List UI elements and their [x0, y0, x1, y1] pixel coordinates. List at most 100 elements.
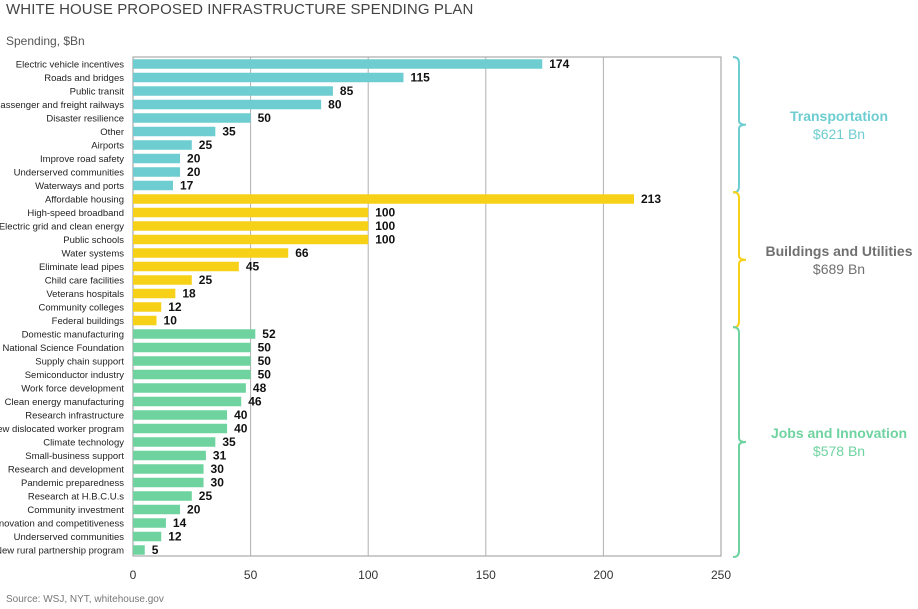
value-label: 174: [549, 57, 569, 71]
category-label: Underserved communities: [14, 167, 125, 178]
value-label: 17: [180, 179, 194, 193]
value-label: 115: [410, 71, 430, 85]
bar: [133, 518, 166, 528]
category-label: Affordable housing: [45, 194, 124, 205]
value-label: 20: [187, 503, 201, 517]
value-label: 40: [234, 408, 248, 422]
value-label: 50: [258, 368, 272, 382]
bar: [133, 167, 181, 177]
bar: [133, 410, 228, 420]
bar: [133, 491, 192, 501]
group-name: Transportation: [790, 108, 888, 124]
value-label: 50: [258, 354, 272, 368]
value-label: 12: [168, 300, 182, 314]
bar: [133, 396, 242, 407]
x-tick-label: 50: [244, 568, 258, 582]
bar: [133, 153, 181, 164]
value-label: 25: [199, 489, 213, 503]
group-bracket: [732, 326, 747, 558]
bar: [133, 275, 192, 285]
value-label: 48: [253, 381, 267, 395]
group-bracket: [732, 191, 747, 329]
category-label: Supply chain support: [35, 356, 124, 367]
value-label: 85: [340, 84, 354, 98]
group-total: $621 Bn: [813, 126, 865, 142]
bar: [133, 315, 157, 326]
category-label: Waterways and ports: [35, 181, 124, 192]
category-label: Improve road safety: [40, 154, 124, 165]
category-label: Research and development: [8, 464, 125, 475]
value-label: 80: [328, 98, 342, 112]
value-label: 66: [295, 246, 309, 260]
value-label: 25: [199, 273, 213, 287]
category-label: Veterans hospitals: [46, 289, 124, 300]
category-label: Domestic manufacturing: [22, 329, 124, 340]
bar: [133, 504, 181, 515]
value-label: 18: [182, 287, 196, 301]
value-label: 52: [262, 327, 276, 341]
value-label: 50: [258, 341, 272, 355]
category-label: Community investment: [27, 505, 124, 516]
category-label: Work force development: [21, 383, 124, 394]
value-label: 20: [187, 152, 201, 166]
value-label: 100: [375, 219, 395, 233]
category-label: Airports: [91, 140, 124, 151]
group-total: $578 Bn: [813, 443, 865, 459]
bar: [133, 545, 145, 555]
category-label: Water systems: [62, 248, 125, 259]
bar: [133, 72, 404, 83]
group-name: Jobs and Innovation: [771, 425, 907, 441]
category-label: High-speed broadband: [27, 208, 124, 219]
bar: [133, 342, 251, 353]
value-label: 100: [375, 233, 395, 247]
bar: [133, 369, 251, 380]
category-label: Disaster resilience: [46, 113, 124, 124]
group-name: Buildings and Utilities: [765, 243, 912, 259]
value-label: 25: [199, 138, 213, 152]
value-label: 10: [164, 314, 178, 328]
category-label: Pandemic preparedness: [21, 478, 124, 489]
chart-title: WHITE HOUSE PROPOSED INFRASTRUCTURE SPEN…: [6, 1, 474, 18]
category-label: Other: [100, 127, 124, 138]
category-label: Child care facilities: [45, 275, 124, 286]
value-label: 5: [152, 543, 159, 557]
bar: [133, 383, 246, 393]
value-label: 35: [222, 435, 236, 449]
category-label: Semiconductor industry: [25, 370, 125, 381]
value-label: 50: [258, 111, 272, 125]
group-bracket: [732, 56, 747, 194]
bar: [133, 464, 204, 474]
bar: [133, 207, 369, 218]
bar: [133, 86, 333, 96]
category-label: Federal buildings: [52, 316, 125, 327]
bar: [133, 329, 256, 339]
x-tick-label: 250: [711, 568, 731, 582]
bar: [133, 248, 289, 258]
category-label: Public transit: [70, 86, 125, 97]
value-label: 20: [187, 165, 201, 179]
value-label: 31: [213, 449, 227, 463]
bar: [133, 113, 251, 123]
bar: [133, 99, 322, 110]
value-label: 12: [168, 530, 182, 544]
bar: [133, 356, 251, 366]
value-label: 213: [641, 192, 661, 206]
value-label: 35: [222, 125, 236, 139]
value-label: 100: [375, 206, 395, 220]
bar: [133, 234, 369, 245]
bar: [133, 59, 543, 69]
value-label: 40: [234, 422, 248, 436]
bar: [133, 450, 206, 461]
category-label: Eliminate lead pipes: [39, 262, 124, 273]
x-tick-label: 0: [130, 568, 137, 582]
category-label: Electric vehicle incentives: [16, 59, 124, 70]
category-label: National Science Foundation: [3, 343, 124, 354]
category-label: Small-business support: [25, 451, 124, 462]
category-label: Electric grid and clean energy: [0, 221, 124, 232]
unit-label: Spending, $Bn: [6, 34, 85, 48]
value-label: 14: [173, 516, 187, 530]
bar: [133, 221, 369, 231]
value-label: 30: [211, 462, 225, 476]
value-label: 45: [246, 260, 260, 274]
bar: [133, 180, 173, 191]
